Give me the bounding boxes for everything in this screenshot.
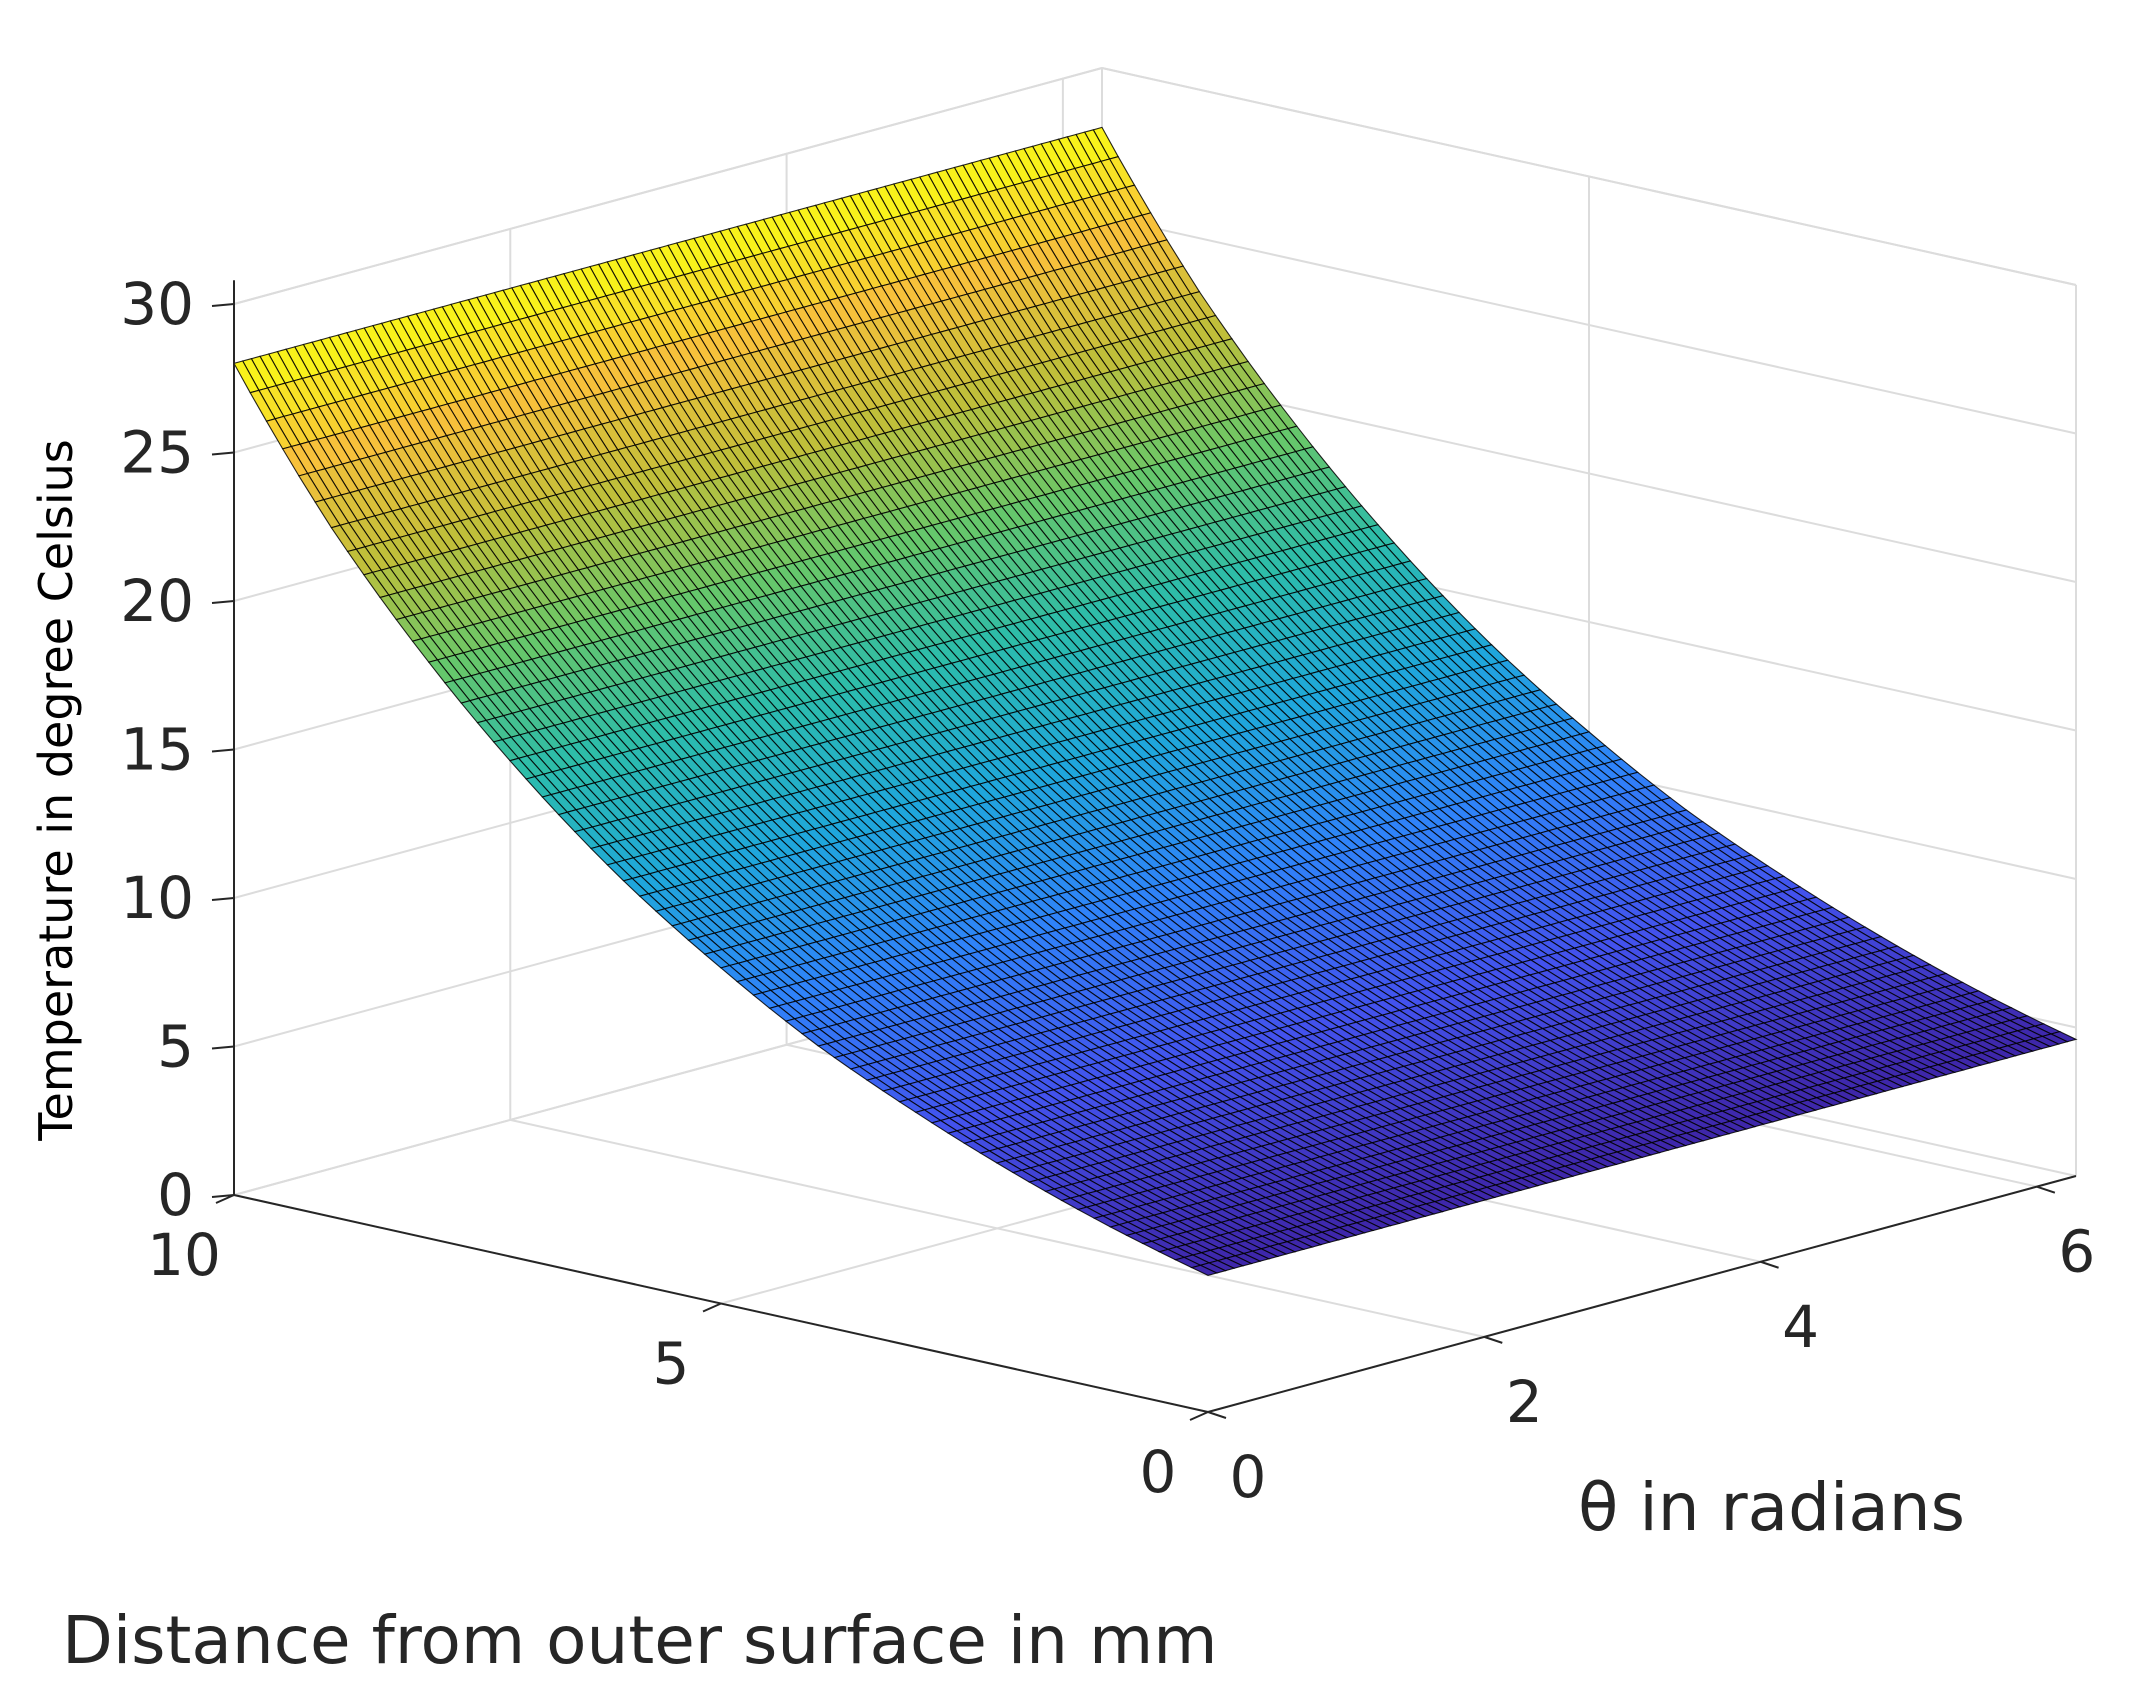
box-top-edge	[233, 67, 1103, 305]
box-top-edge	[1101, 67, 2077, 286]
temperature-surface	[233, 126, 2078, 1276]
